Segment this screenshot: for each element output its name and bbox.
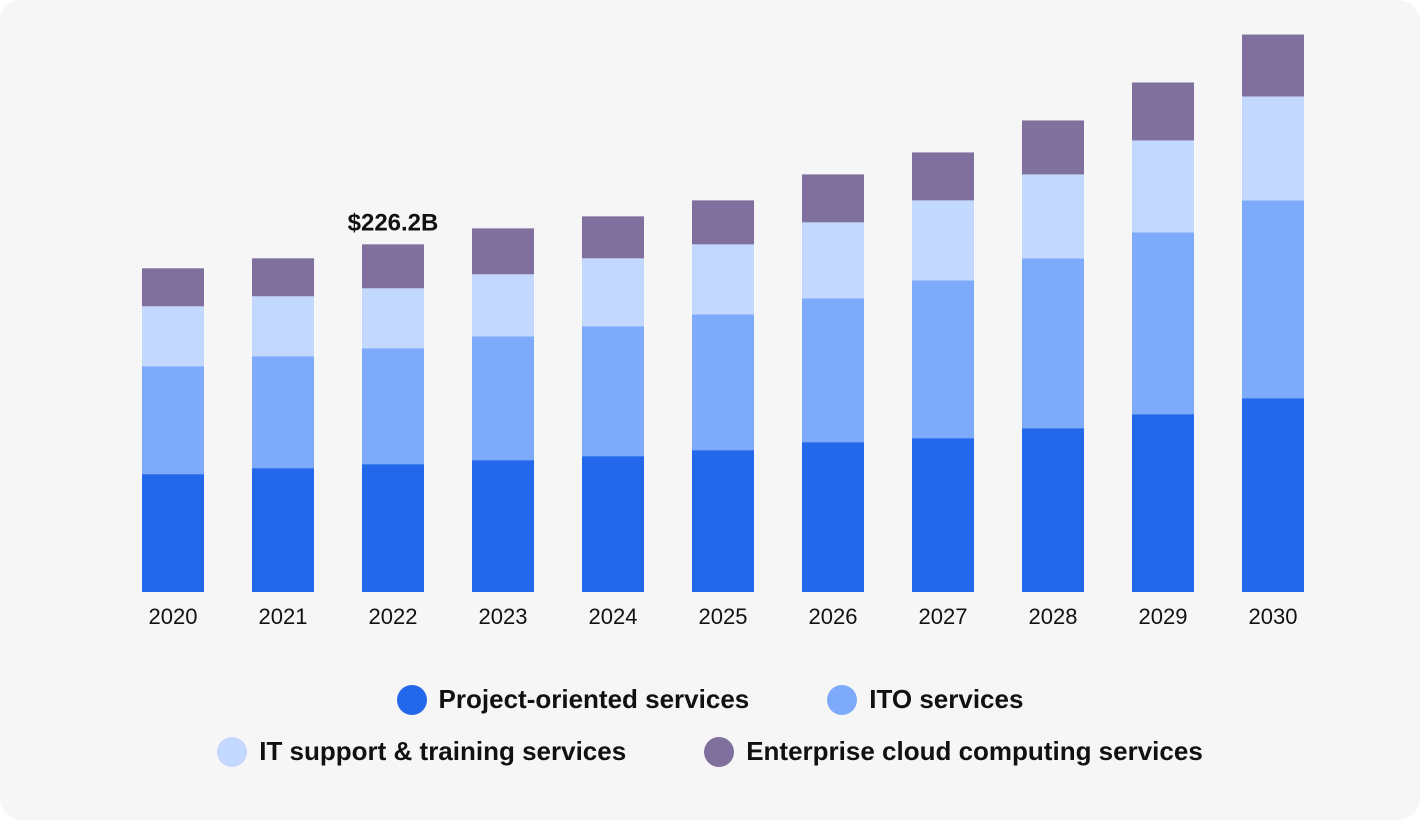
- bar-segment-2021-1: [252, 356, 314, 469]
- bar-segment-2026-3: [802, 174, 864, 223]
- bar-segment-2020-2: [142, 306, 204, 367]
- bar-segment-2025-1: [692, 314, 754, 451]
- x-tick-label: 2030: [1249, 604, 1298, 629]
- data-annotation: $226.2B: [348, 209, 439, 236]
- bar-segment-2028-1: [1022, 258, 1084, 429]
- bar-segment-2030-3: [1242, 34, 1304, 97]
- bar-segment-2020-1: [142, 366, 204, 475]
- bar-segment-2020-3: [142, 268, 204, 307]
- x-tick-label: 2025: [699, 604, 748, 629]
- legend-item-ito: ITO services: [827, 684, 1023, 715]
- bar-segment-2028-3: [1022, 120, 1084, 175]
- x-tick-label: 2026: [809, 604, 858, 629]
- bar-segment-2030-2: [1242, 96, 1304, 201]
- bar-segment-2021-2: [252, 296, 314, 357]
- legend-item-project: Project-oriented services: [396, 684, 750, 715]
- legend-swatch: [827, 684, 858, 715]
- legend-item-cloud: Enterprise cloud computing services: [704, 736, 1203, 767]
- stacked-bar-chart: 2020 2021 2022 $226.2B 2023 2024 2025 2026 2027 2…: [142, 34, 1304, 629]
- bar-segment-2029-2: [1132, 140, 1194, 233]
- legend-label: Project-oriented services: [438, 684, 750, 714]
- bar-segment-2023-0: [472, 460, 534, 592]
- bar-segment-2020-0: [142, 474, 204, 592]
- bar-segment-2022-2: [362, 288, 424, 349]
- x-tick-label: 2022: [369, 604, 418, 629]
- legend-item-support: IT support & training services: [217, 736, 626, 767]
- bar-segment-2025-2: [692, 244, 754, 315]
- bar-segment-2027-2: [912, 200, 974, 281]
- bar-segment-2029-3: [1132, 82, 1194, 141]
- bar-segment-2023-3: [472, 228, 534, 275]
- bar-segment-2027-3: [912, 152, 974, 201]
- legend-swatch: [704, 736, 735, 767]
- bar-segment-2023-2: [472, 274, 534, 337]
- legend-swatch: [217, 736, 248, 767]
- bar-segment-2023-1: [472, 336, 534, 461]
- bar-segment-2028-2: [1022, 174, 1084, 259]
- bar-segment-2027-1: [912, 280, 974, 439]
- x-tick-label: 2023: [479, 604, 528, 629]
- bar-segment-2025-3: [692, 200, 754, 245]
- bar-segment-2024-1: [582, 326, 644, 457]
- x-tick-label: 2024: [589, 604, 638, 629]
- bar-segment-2021-0: [252, 468, 314, 592]
- bar-segment-2029-0: [1132, 414, 1194, 592]
- bar-segment-2026-1: [802, 298, 864, 443]
- bar-segment-2022-1: [362, 348, 424, 465]
- bar-segment-2021-3: [252, 258, 314, 297]
- x-tick-label: 2020: [149, 604, 198, 629]
- legend-label: IT support & training services: [259, 736, 627, 766]
- bar-segment-2022-3: [362, 244, 424, 289]
- legend-label: ITO services: [869, 684, 1024, 714]
- legend-row-2: IT support & training services Enterpris…: [0, 736, 1420, 767]
- bar-segment-2030-0: [1242, 398, 1304, 592]
- bar-segment-2028-0: [1022, 428, 1084, 592]
- bar-segment-2024-3: [582, 216, 644, 259]
- bar-segment-2029-1: [1132, 232, 1194, 415]
- bar-segment-2025-0: [692, 450, 754, 592]
- bar-segment-2026-2: [802, 222, 864, 299]
- bar-segment-2024-2: [582, 258, 644, 327]
- bar-segment-2024-0: [582, 456, 644, 592]
- bar-segment-2022-0: [362, 464, 424, 592]
- bar-segment-2027-0: [912, 438, 974, 592]
- bar-segment-2026-0: [802, 442, 864, 592]
- x-tick-label: 2021: [259, 604, 308, 629]
- bar-segment-2030-1: [1242, 200, 1304, 399]
- x-tick-label: 2028: [1029, 604, 1078, 629]
- legend-label: Enterprise cloud computing services: [746, 736, 1203, 766]
- x-tick-label: 2029: [1139, 604, 1188, 629]
- legend-swatch: [396, 684, 427, 715]
- legend-row-1: Project-oriented services ITO services: [0, 684, 1420, 715]
- x-tick-label: 2027: [919, 604, 968, 629]
